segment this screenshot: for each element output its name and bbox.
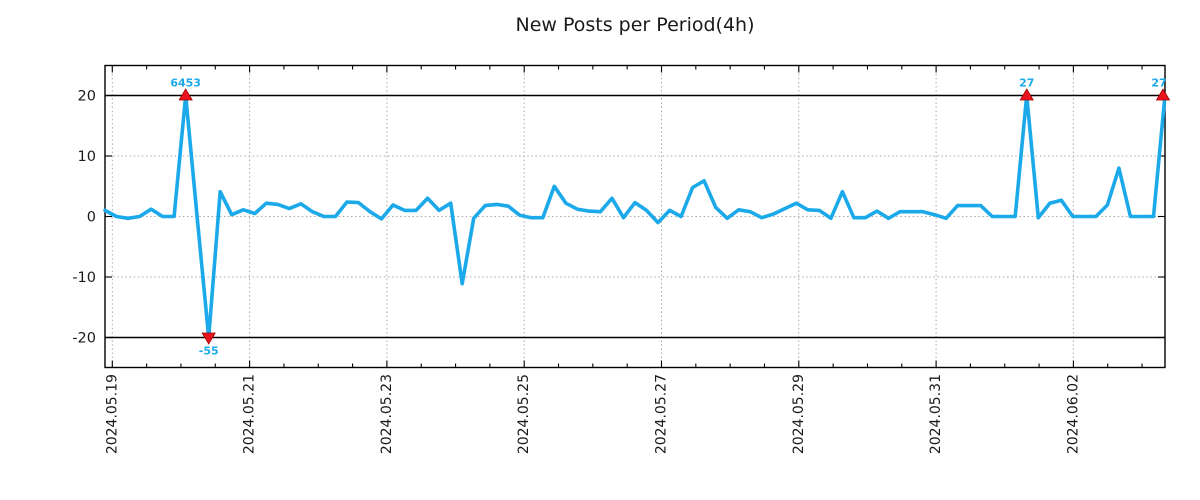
extreme-marker-up [1019,88,1034,101]
x-tick-label: 2024.05.19 [104,374,120,454]
x-tick-label: 2024.05.21 [242,374,258,454]
y-tick-label: -10 [72,270,96,286]
y-tick-label: -20 [72,331,96,347]
x-tick-label: 2024.06.02 [1065,374,1081,454]
extreme-marker-down [201,332,216,345]
extreme-marker-up [1155,88,1171,101]
annotation-label: 6453 [170,77,201,90]
y-tick-label: 10 [78,149,96,165]
x-tick-label: 2024.05.23 [379,374,395,454]
annotation-label: 27 [1019,77,1034,90]
extreme-marker-up [178,88,193,101]
x-tick-label: 2024.05.31 [928,374,944,454]
plot-border [104,64,1166,369]
series-line [103,93,1167,340]
chart-title: New Posts per Period(4h) [515,14,755,36]
annotation-label: -55 [199,345,219,358]
x-tick-label: 2024.05.25 [516,374,532,454]
y-tick-label: 0 [87,210,96,226]
y-tick-label: 20 [78,89,96,105]
annotation-label: 27 [1151,77,1166,90]
x-tick-label: 2024.05.27 [654,374,670,454]
x-tick-label: 2024.05.29 [791,374,807,454]
